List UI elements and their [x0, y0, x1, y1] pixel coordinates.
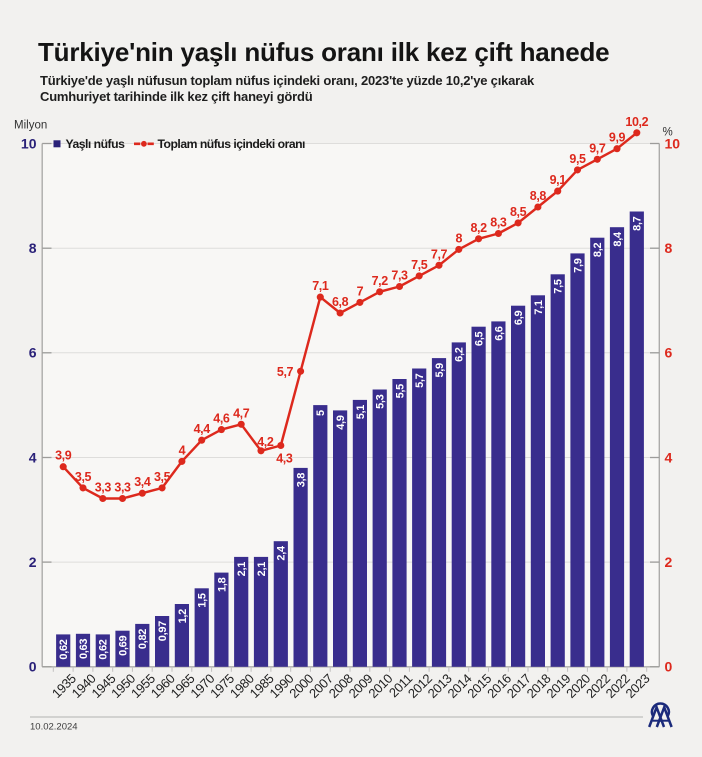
svg-text:8,7: 8,7	[632, 216, 644, 231]
svg-text:6,5: 6,5	[474, 332, 486, 347]
svg-text:3,3: 3,3	[95, 481, 112, 495]
svg-text:5,7: 5,7	[277, 365, 294, 379]
svg-text:9,9: 9,9	[609, 131, 626, 145]
svg-text:7,1: 7,1	[312, 279, 329, 293]
svg-text:3,9: 3,9	[55, 449, 72, 463]
svg-text:4: 4	[179, 443, 186, 457]
svg-text:8,3: 8,3	[490, 216, 507, 230]
svg-text:1,8: 1,8	[216, 577, 228, 592]
svg-text:8,4: 8,4	[612, 231, 624, 247]
svg-text:8,8: 8,8	[530, 189, 547, 203]
svg-text:3,5: 3,5	[154, 470, 171, 484]
svg-text:3,4: 3,4	[134, 475, 151, 489]
svg-text:8,2: 8,2	[471, 221, 488, 235]
svg-text:4,3: 4,3	[276, 452, 293, 466]
svg-text:7,2: 7,2	[372, 274, 389, 288]
svg-text:4,6: 4,6	[213, 412, 230, 426]
svg-text:0,82: 0,82	[137, 629, 149, 649]
svg-text:Milyon: Milyon	[14, 120, 47, 132]
svg-text:7,1: 7,1	[533, 300, 545, 315]
svg-text:0,69: 0,69	[117, 636, 129, 656]
svg-text:6,6: 6,6	[493, 326, 505, 341]
svg-text:0,62: 0,62	[98, 639, 110, 659]
svg-text:2,1: 2,1	[236, 562, 248, 577]
svg-text:5,1: 5,1	[355, 405, 367, 420]
svg-text:2023: 2023	[622, 671, 652, 701]
svg-text:10,2: 10,2	[625, 115, 648, 129]
svg-text:6,2: 6,2	[454, 347, 466, 362]
svg-text:8: 8	[456, 231, 463, 245]
svg-text:8,5: 8,5	[510, 205, 527, 219]
svg-text:Toplam nüfus içindeki oranı: Toplam nüfus içindeki oranı	[158, 137, 306, 151]
svg-text:4: 4	[29, 449, 37, 465]
svg-text:4,2: 4,2	[257, 435, 274, 449]
svg-text:0: 0	[29, 659, 37, 675]
svg-text:3,5: 3,5	[75, 470, 92, 484]
svg-text:5,7: 5,7	[414, 373, 426, 388]
svg-text:2: 2	[665, 554, 673, 570]
svg-text:4,7: 4,7	[233, 406, 250, 420]
svg-text:0,62: 0,62	[58, 639, 70, 659]
svg-text:0,63: 0,63	[78, 639, 90, 659]
svg-text:3,8: 3,8	[296, 473, 308, 488]
svg-text:Yaşlı nüfus: Yaşlı nüfus	[66, 137, 126, 151]
svg-text:8: 8	[29, 240, 37, 256]
svg-text:4: 4	[665, 449, 673, 465]
svg-text:9,7: 9,7	[589, 141, 606, 155]
svg-text:6: 6	[29, 345, 37, 361]
svg-text:%: %	[663, 126, 673, 138]
svg-text:8,2: 8,2	[592, 243, 604, 258]
svg-text:2: 2	[29, 554, 37, 570]
svg-text:9,5: 9,5	[569, 152, 586, 166]
svg-text:6,9: 6,9	[513, 311, 525, 326]
svg-text:10: 10	[665, 135, 681, 151]
svg-text:5: 5	[315, 410, 327, 416]
svg-text:5,3: 5,3	[375, 394, 387, 409]
svg-text:7,9: 7,9	[572, 258, 584, 273]
svg-text:8: 8	[665, 240, 673, 256]
svg-text:7,5: 7,5	[553, 279, 565, 294]
svg-text:6,8: 6,8	[332, 295, 349, 309]
svg-text:7,3: 7,3	[391, 269, 408, 283]
svg-text:3,3: 3,3	[114, 481, 131, 495]
svg-text:7,7: 7,7	[431, 247, 448, 261]
svg-text:5,5: 5,5	[394, 384, 406, 399]
svg-text:10.02.2024: 10.02.2024	[30, 722, 78, 733]
svg-text:4,9: 4,9	[335, 415, 347, 430]
svg-text:2,1: 2,1	[256, 562, 268, 577]
svg-text:5,9: 5,9	[434, 363, 446, 378]
svg-text:2,4: 2,4	[276, 545, 288, 561]
svg-text:0: 0	[665, 659, 673, 675]
svg-text:1,5: 1,5	[197, 593, 209, 608]
svg-text:6: 6	[665, 345, 673, 361]
svg-text:0,97: 0,97	[157, 621, 169, 641]
svg-text:4,4: 4,4	[194, 422, 211, 436]
svg-text:10: 10	[21, 135, 37, 151]
svg-text:9,1: 9,1	[550, 173, 567, 187]
svg-text:1,2: 1,2	[177, 609, 189, 624]
svg-text:7: 7	[357, 284, 364, 298]
svg-text:7,5: 7,5	[411, 258, 428, 272]
